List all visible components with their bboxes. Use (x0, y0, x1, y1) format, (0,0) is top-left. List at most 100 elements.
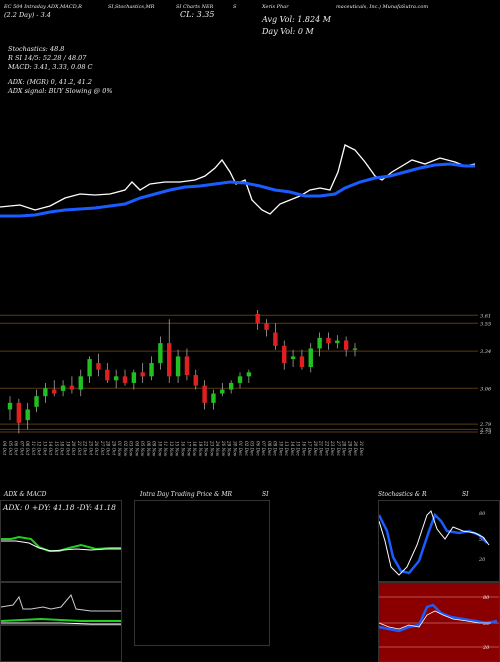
candle-body (264, 323, 269, 330)
adx-lines (1, 535, 121, 552)
candle-body (96, 363, 101, 370)
rsi-tick-20: 20 (482, 645, 490, 651)
rsi-lines: 80 50 20 (379, 595, 499, 651)
rsi-tick-80: 80 (483, 595, 490, 601)
candle-body (202, 385, 207, 403)
date-label: 22 Oct (83, 440, 88, 455)
date-label: 17 Nov (186, 441, 191, 457)
date-label: 05 Oct (8, 441, 13, 455)
date-label: 02 Nov (123, 441, 128, 457)
date-label: 29 Nov (227, 440, 232, 457)
date-label: 18 Nov (192, 441, 197, 457)
stoch-tick-80: 80 (479, 511, 486, 517)
stoch-tick-20: 20 (478, 557, 486, 563)
candle-body (211, 393, 216, 403)
date-label: 27 Dec (336, 440, 341, 456)
date-label: 11 Nov (163, 441, 168, 457)
date-label: 30 Nov (232, 441, 237, 457)
date-label: 25 Oct (88, 440, 93, 455)
header-line1b: SI,Stochastics,MR (108, 4, 155, 10)
date-label: 30 Dec (353, 441, 358, 456)
date-label: 01 Dec (238, 441, 243, 456)
adx-signal-readout: ADX signal: BUY Slowing @ 0% (8, 87, 113, 95)
header-line1d: S (233, 4, 237, 10)
intraday-panel-si: SI (262, 491, 269, 498)
adx-panel: ADX: 0 +DY: 41.18 -DY: 41.18 (0, 500, 122, 582)
candle-body (246, 372, 252, 377)
candle-body (237, 376, 243, 383)
date-label: 06 Dec (255, 441, 260, 456)
date-label: 16 Dec (301, 441, 306, 456)
price-levels: 3.61 3.55 3.34 3.06 2.792.752.73 (0, 313, 492, 436)
price-overlay-line (0, 144, 476, 215)
date-label: 20 Oct (71, 440, 76, 455)
date-label: 28 Oct (106, 440, 111, 455)
date-label: 29 Oct (111, 440, 116, 455)
macd-lines (1, 594, 121, 626)
candle-body (167, 343, 172, 377)
stoch-lines: 80 50 20 (379, 510, 490, 576)
price-level-label: 3.61 (480, 313, 491, 319)
stoch-panel-si: SI (462, 491, 469, 498)
macd-readout: MACD: 3.41, 3.33, 0.08 C (8, 63, 93, 71)
candle-body (131, 372, 137, 383)
candle-body (220, 389, 225, 394)
date-label: 06 Oct (14, 441, 19, 455)
date-label: 04 Nov (134, 441, 139, 457)
date-label: 10 Nov (157, 441, 162, 457)
date-label: 16 Nov (181, 441, 186, 457)
candle-body (273, 332, 278, 346)
date-label: 21 Oct (77, 440, 82, 455)
candle-body (69, 385, 75, 390)
candle-body (25, 409, 30, 421)
rsi-panel: 80 50 20 (378, 582, 500, 662)
date-label: 04 Oct (2, 441, 7, 455)
date-label: 13 Oct (42, 441, 47, 455)
date-label: 22 Dec (324, 440, 329, 456)
adx-panel-title: ADX & MACD (4, 491, 47, 498)
intraday-panel-title: Intra Day Trading Price & MR (140, 491, 233, 498)
candle-body (335, 340, 340, 344)
header-line1e: Xeris Phar (262, 4, 289, 10)
candle-body (113, 376, 119, 381)
date-label: 15 Oct (54, 441, 59, 455)
price-level-label: 3.55 (480, 321, 491, 327)
main-price-chart: 3.61 3.55 3.34 3.06 2.792.752.73 04 Oct 05 Oc… (0, 144, 492, 457)
candle-body (52, 389, 57, 394)
candle-body (308, 348, 313, 368)
date-label: 05 Nov (140, 441, 145, 457)
price-level-label: 2.73 (479, 430, 491, 436)
header-line1f: maceuticals, Inc.) MunafaSutra.com (336, 4, 429, 10)
day-volume: Day Vol: 0 M (262, 27, 314, 36)
candle-body (87, 359, 92, 377)
date-label: 29 Dec (347, 440, 352, 456)
intraday-panel (134, 500, 270, 646)
date-label: 03 Dec (250, 441, 255, 456)
macd-panel (0, 582, 122, 662)
candle-body (43, 388, 48, 397)
date-label: 08 Oct (25, 441, 30, 455)
candle-body (175, 356, 181, 377)
date-label: 02 Dec (244, 441, 249, 456)
candlesticks (7, 310, 358, 434)
price-level-label: 3.34 (480, 349, 491, 355)
candle-body (352, 348, 358, 350)
date-label: 26 Oct (94, 440, 99, 455)
date-axis: 04 Oct 05 Oct 06 Oct 07 Oct 08 Oct 11 Oct 12 O… (2, 440, 364, 457)
date-label: 28 Dec (342, 440, 347, 456)
date-label: 26 Nov (221, 440, 226, 457)
date-label: 03 Nov (129, 441, 134, 457)
adx-readout: ADX: (MGR) 0, 41.2, 41.2 (8, 78, 93, 86)
header-line1a: EC 504 Intraday ADX,MACD,R (4, 4, 82, 10)
candle-body (299, 356, 305, 368)
avg-volume: Avg Vol: 1.824 M (262, 15, 331, 24)
candle-body (34, 396, 39, 407)
date-label: 14 Oct (48, 441, 53, 455)
date-label: 09 Nov (152, 441, 157, 457)
candle-body (290, 356, 296, 360)
candle-body (158, 343, 163, 364)
date-label: 12 Oct (37, 441, 42, 455)
stoch-panel-title: Stochastics & R (378, 491, 427, 498)
date-label: 19 Nov (198, 441, 203, 457)
date-label: 23 Nov (209, 440, 214, 457)
